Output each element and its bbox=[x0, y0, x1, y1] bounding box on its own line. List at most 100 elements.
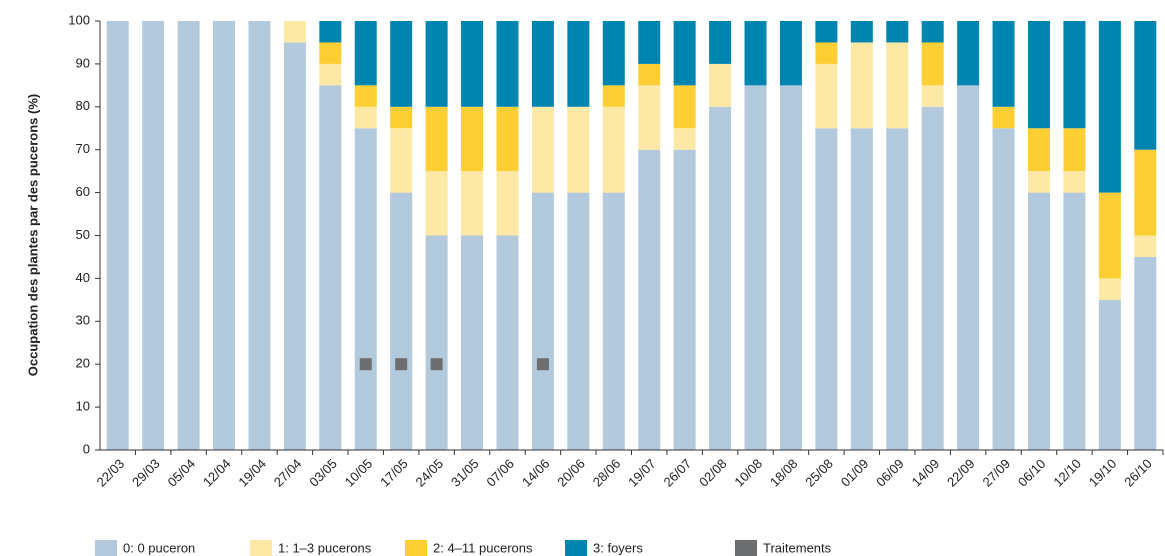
bar-segment bbox=[921, 42, 944, 86]
bar-segment bbox=[531, 106, 554, 193]
x-tick-label: 24/05 bbox=[413, 456, 447, 490]
x-tick-label: 17/05 bbox=[377, 456, 411, 490]
bar-segment bbox=[319, 42, 342, 64]
x-tick-label: 02/08 bbox=[696, 456, 730, 490]
x-tick-label: 22/09 bbox=[944, 456, 978, 490]
y-tick-label: 90 bbox=[76, 55, 90, 70]
bar-segment bbox=[886, 42, 909, 129]
bar-segment bbox=[992, 106, 1015, 129]
x-tick-label: 06/09 bbox=[873, 456, 907, 490]
bar-segment bbox=[779, 21, 802, 86]
treatment-marker bbox=[430, 358, 443, 371]
y-tick-label: 30 bbox=[76, 313, 90, 328]
bar-segment bbox=[744, 85, 767, 450]
legend-swatch bbox=[95, 540, 117, 556]
bar-segment bbox=[461, 106, 484, 172]
x-tick-label: 27/04 bbox=[271, 456, 305, 490]
bar-segment bbox=[602, 85, 625, 107]
bar-segment bbox=[673, 21, 696, 86]
legend-swatch bbox=[735, 540, 757, 556]
legend-label: 0: 0 puceron bbox=[123, 540, 195, 555]
x-tick-label: 26/07 bbox=[661, 456, 695, 490]
bar-segment bbox=[1098, 21, 1121, 193]
bar-segment bbox=[283, 42, 306, 450]
x-tick-label: 22/03 bbox=[94, 456, 128, 490]
bar-segment bbox=[1134, 235, 1157, 257]
bar-segment bbox=[957, 21, 980, 86]
x-tick-label: 14/09 bbox=[909, 456, 943, 490]
bar-segment bbox=[779, 85, 802, 450]
bar-segment bbox=[709, 21, 732, 64]
x-tick-label: 19/04 bbox=[235, 456, 269, 490]
x-tick-label: 18/08 bbox=[767, 456, 801, 490]
legend-swatch bbox=[565, 540, 587, 556]
y-tick-label: 20 bbox=[76, 356, 90, 371]
bar-segment bbox=[319, 21, 342, 43]
legend-swatch bbox=[250, 540, 272, 556]
bar-segment bbox=[602, 21, 625, 86]
bar-segment bbox=[1027, 171, 1050, 193]
bar-segment bbox=[957, 85, 980, 450]
bar-segment bbox=[638, 85, 661, 150]
bar-segment bbox=[886, 21, 909, 43]
treatment-marker bbox=[359, 358, 372, 371]
bar-segment bbox=[673, 85, 696, 129]
x-tick-label: 10/05 bbox=[342, 456, 376, 490]
bar-segment bbox=[1098, 278, 1121, 300]
bar-segment bbox=[1063, 21, 1086, 129]
bar-segment bbox=[815, 42, 838, 64]
bar-segment bbox=[425, 171, 448, 236]
bar-segment bbox=[248, 21, 271, 450]
bar-segment bbox=[815, 128, 838, 450]
bar-segment bbox=[1098, 192, 1121, 279]
x-tick-label: 29/03 bbox=[129, 456, 163, 490]
y-tick-label: 100 bbox=[68, 12, 90, 27]
bar-segment bbox=[673, 149, 696, 450]
legend-label: 3: foyers bbox=[593, 540, 643, 555]
x-tick-label: 10/08 bbox=[731, 456, 765, 490]
x-tick-label: 01/09 bbox=[838, 456, 872, 490]
bar-segment bbox=[1027, 192, 1050, 450]
bar-segment bbox=[638, 21, 661, 64]
bar-segment bbox=[815, 63, 838, 129]
bar-segment bbox=[390, 192, 413, 450]
bar-segment bbox=[461, 171, 484, 236]
bar-segment bbox=[531, 21, 554, 107]
bar-segment bbox=[1063, 171, 1086, 193]
bar-segment bbox=[1027, 21, 1050, 129]
bar-segment bbox=[673, 128, 696, 150]
bar-segment bbox=[602, 106, 625, 193]
bar-segment bbox=[638, 149, 661, 450]
bar-segment bbox=[461, 21, 484, 107]
bar-segment bbox=[709, 106, 732, 451]
bar-segment bbox=[496, 171, 519, 236]
bar-segment bbox=[496, 21, 519, 107]
bar-segment bbox=[425, 106, 448, 172]
y-axis-title: Occupation des plantes par des pucerons … bbox=[25, 94, 40, 376]
bar-segment bbox=[815, 21, 838, 43]
x-tick-label: 05/04 bbox=[165, 456, 199, 490]
bar-segment bbox=[1098, 299, 1121, 450]
bar-segment bbox=[921, 85, 944, 107]
bar-segment bbox=[425, 21, 448, 107]
bar-segment bbox=[354, 128, 377, 450]
bar-segment bbox=[496, 106, 519, 172]
x-tick-label: 03/05 bbox=[306, 456, 340, 490]
treatment-marker bbox=[536, 358, 549, 371]
bar-segment bbox=[425, 235, 448, 450]
bar-segment bbox=[283, 21, 306, 43]
bar-segment bbox=[992, 21, 1015, 107]
bar-segment bbox=[709, 63, 732, 107]
bar-segment bbox=[390, 128, 413, 193]
y-tick-label: 40 bbox=[76, 270, 90, 285]
bar-segment bbox=[1063, 128, 1086, 172]
bar-segment bbox=[390, 106, 413, 129]
legend-label: Traitements bbox=[763, 540, 832, 555]
bar-segment bbox=[850, 128, 873, 450]
bar-segment bbox=[602, 192, 625, 450]
bar-segment bbox=[1134, 149, 1157, 236]
bar-segment bbox=[213, 21, 236, 450]
bar-segment bbox=[850, 42, 873, 129]
bar-segment bbox=[638, 63, 661, 86]
